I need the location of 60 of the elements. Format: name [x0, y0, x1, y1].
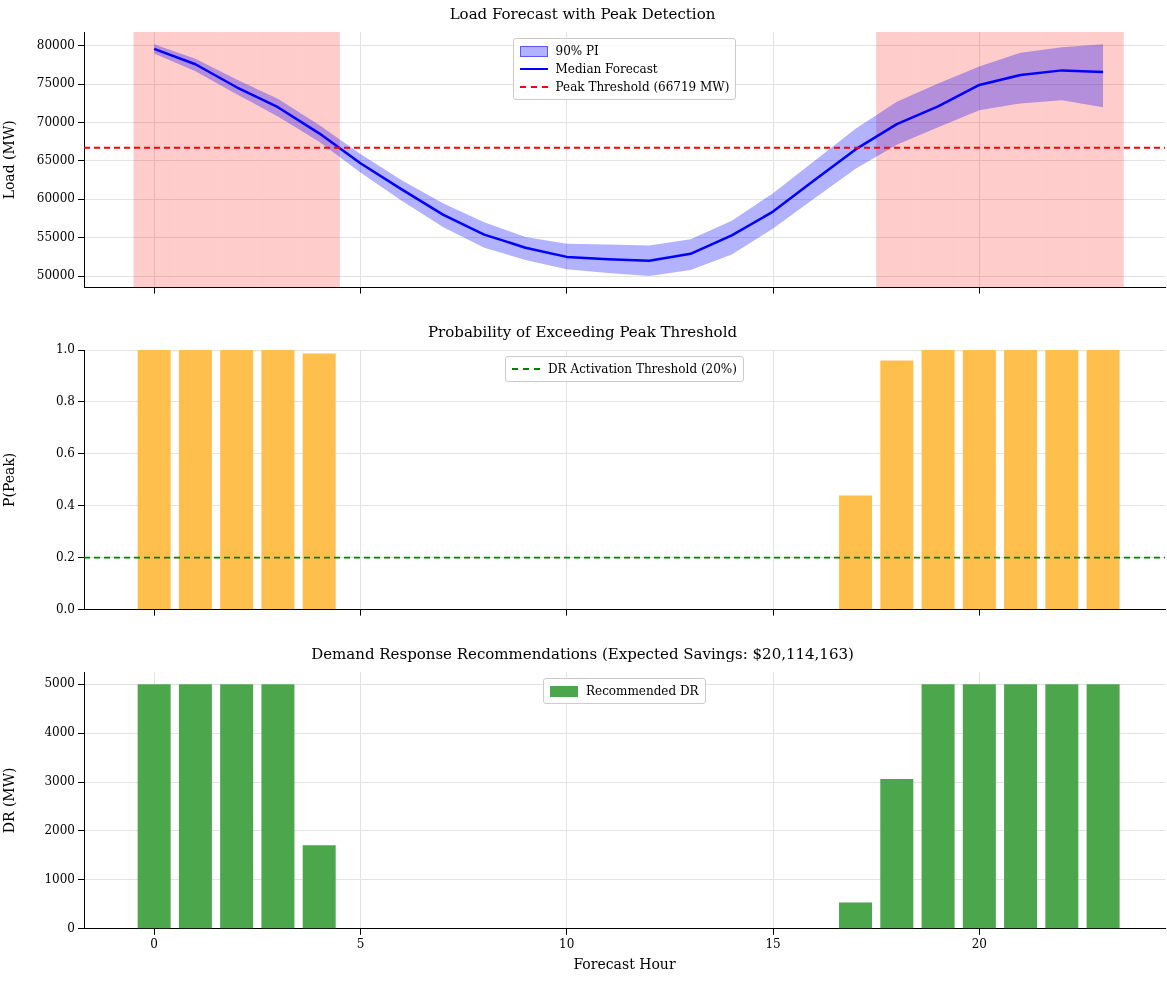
bar	[880, 360, 914, 610]
bar	[921, 684, 955, 929]
legend-label: DR Activation Threshold (20%)	[548, 361, 737, 378]
y-tick-label: 50000	[36, 268, 75, 283]
y-tick-label: 55000	[36, 229, 75, 244]
legend-label: Recommended DR	[586, 683, 699, 700]
bar	[1086, 684, 1120, 929]
bar	[880, 779, 914, 929]
x-tick-label: 20	[971, 937, 987, 952]
y-tick-label: 0.0	[55, 601, 75, 616]
bar	[302, 353, 336, 610]
chart-title: Demand Response Recommendations (Expected Savings: $20,114,163)	[311, 644, 854, 663]
y-tick-label: 65000	[36, 153, 75, 168]
y-axis-title: DR (MW)	[1, 767, 18, 834]
y-tick-label: 70000	[36, 114, 75, 129]
bar	[302, 845, 336, 929]
bar	[1045, 350, 1079, 610]
y-axis-title: Load (MW)	[1, 120, 18, 200]
bar	[178, 350, 212, 610]
y-tick-label: 4000	[44, 725, 75, 740]
y-tick-label: 80000	[36, 37, 75, 52]
bar	[962, 684, 996, 929]
y-tick-label: 0.8	[55, 394, 75, 409]
bar	[839, 495, 873, 610]
bar	[137, 684, 171, 929]
bar	[261, 684, 295, 929]
bar	[839, 902, 873, 929]
bar	[1004, 684, 1038, 929]
y-tick-label: 0.6	[55, 445, 75, 460]
bar	[220, 684, 254, 929]
y-tick-label: 1000	[44, 872, 75, 887]
bar	[1045, 684, 1079, 929]
y-tick-label: 0	[67, 920, 75, 935]
y-tick-label: 2000	[44, 823, 75, 838]
x-tick-label: 5	[356, 937, 365, 952]
annotation: 90% PI	[555, 43, 599, 60]
x-axis-title: Forecast Hour	[573, 956, 676, 973]
y-tick-label: 1.0	[55, 342, 75, 357]
y-axis-title: P(Peak)	[1, 452, 18, 507]
y-tick-label: 75000	[36, 76, 75, 91]
y-tick-label: 60000	[36, 191, 75, 206]
legend-label: Median Forecast	[555, 61, 658, 78]
bar	[220, 350, 254, 610]
y-tick-label: 3000	[44, 774, 75, 789]
bar	[178, 684, 212, 929]
y-tick-label: 0.2	[55, 549, 75, 564]
bar	[261, 350, 295, 610]
bar	[1004, 350, 1038, 610]
y-tick-label: 0.4	[55, 497, 76, 512]
legend-label: Peak Threshold (66719 MW)	[555, 79, 730, 96]
chart-title: Load Forecast with Peak Detection	[449, 4, 716, 23]
bar	[137, 350, 171, 610]
bar	[921, 350, 955, 610]
bar	[1086, 350, 1120, 610]
x-tick-label: 10	[559, 937, 575, 952]
chart-title: Probability of Exceeding Peak Threshold	[427, 322, 738, 341]
y-tick-label: 5000	[44, 676, 75, 691]
bar	[962, 350, 996, 610]
x-tick-label: 0	[150, 937, 158, 952]
x-tick-label: 15	[765, 937, 781, 952]
